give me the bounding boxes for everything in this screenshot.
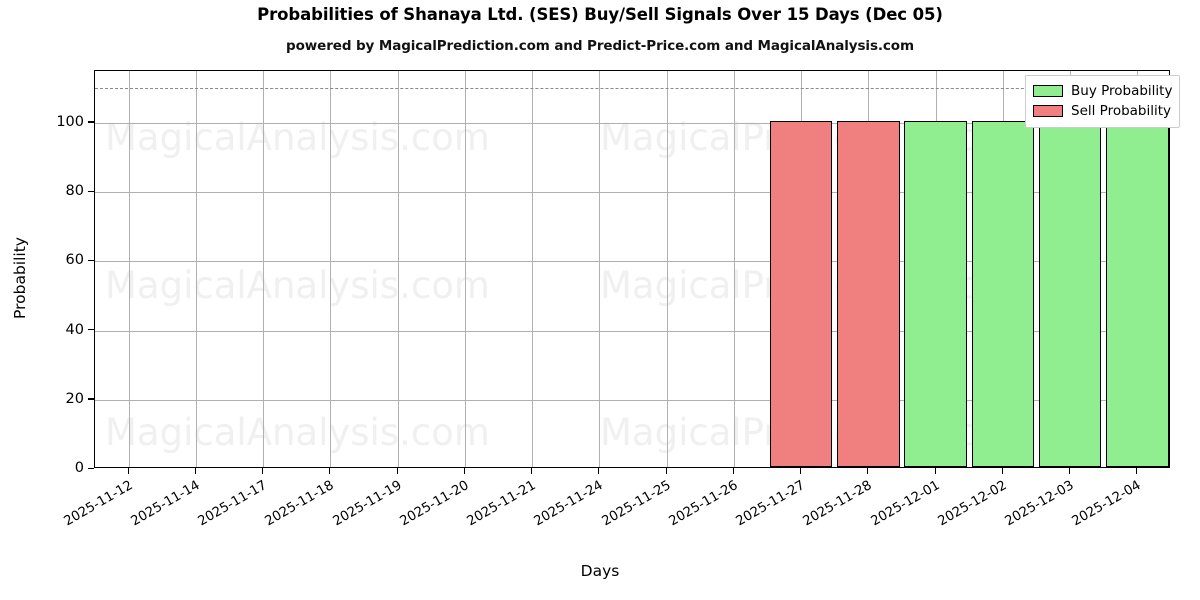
x-axis-tick-label: 2025-11-18 bbox=[263, 478, 337, 530]
chart-legend: Buy Probability Sell Probability bbox=[1025, 75, 1181, 128]
gridline-vertical bbox=[129, 71, 130, 467]
x-axis-tick-mark bbox=[598, 468, 600, 474]
legend-item-sell[interactable]: Sell Probability bbox=[1033, 101, 1172, 121]
legend-label-sell: Sell Probability bbox=[1071, 103, 1172, 119]
bar[interactable] bbox=[971, 120, 1035, 467]
y-axis-tick-mark bbox=[88, 398, 94, 400]
x-axis-tick-label: 2025-11-19 bbox=[330, 478, 405, 530]
bar[interactable] bbox=[1106, 120, 1169, 467]
y-axis-label: Probability bbox=[11, 237, 29, 319]
legend-item-buy[interactable]: Buy Probability bbox=[1033, 81, 1172, 101]
bar[interactable] bbox=[1038, 120, 1102, 467]
gridline-vertical bbox=[263, 71, 264, 467]
x-axis-tick-label: 2025-12-02 bbox=[935, 478, 1010, 530]
y-axis-tick-label: 0 bbox=[74, 460, 84, 476]
bar[interactable] bbox=[837, 120, 900, 467]
y-axis-tick-mark bbox=[88, 329, 94, 331]
x-axis-tick-label: 2025-11-12 bbox=[61, 478, 136, 530]
x-axis-tick-mark bbox=[397, 468, 399, 474]
x-axis-tick-label: 2025-11-25 bbox=[599, 478, 674, 530]
x-axis-tick-label: 2025-11-24 bbox=[532, 478, 606, 530]
gridline-vertical bbox=[599, 71, 600, 467]
y-axis-tick-label: 60 bbox=[65, 252, 84, 269]
x-axis-tick-label: 2025-11-17 bbox=[195, 478, 270, 530]
x-axis-tick-mark bbox=[733, 468, 735, 474]
legend-swatch-buy-icon bbox=[1033, 85, 1063, 97]
y-axis-tick-mark bbox=[88, 121, 94, 123]
x-axis-tick-mark bbox=[800, 468, 802, 474]
x-axis-tick-mark bbox=[1136, 468, 1138, 474]
bar[interactable] bbox=[769, 120, 833, 467]
x-axis-tick-label: 2025-11-20 bbox=[397, 478, 472, 530]
gridline-vertical bbox=[398, 71, 399, 467]
x-axis-tick-label: 2025-11-21 bbox=[464, 478, 539, 530]
x-axis-tick-mark bbox=[1069, 468, 1071, 474]
gridline-vertical bbox=[330, 71, 331, 467]
gridline-horizontal bbox=[95, 399, 1169, 401]
watermark-text: MagicalAnalysis.com bbox=[105, 411, 490, 454]
x-axis-tick-label: 2025-11-26 bbox=[666, 478, 741, 530]
x-axis-tick-mark bbox=[329, 468, 331, 474]
x-axis-tick-label: 2025-12-01 bbox=[868, 478, 943, 530]
x-axis-tick-label: 2025-12-04 bbox=[1070, 478, 1144, 530]
x-axis-label: Days bbox=[580, 562, 620, 580]
chart-subtitle: powered by MagicalPrediction.com and Pre… bbox=[286, 38, 914, 54]
legend-label-buy: Buy Probability bbox=[1071, 83, 1173, 99]
x-axis-tick-label: 2025-11-14 bbox=[128, 478, 203, 530]
gridline-horizontal bbox=[95, 122, 1169, 124]
x-axis-tick-mark bbox=[128, 468, 130, 474]
x-axis-tick-mark bbox=[262, 468, 264, 474]
y-axis-tick-mark bbox=[88, 190, 94, 192]
x-axis-tick-label: 2025-12-03 bbox=[1002, 478, 1077, 530]
x-axis-tick-mark bbox=[531, 468, 533, 474]
x-axis-tick-label: 2025-11-27 bbox=[733, 478, 808, 530]
gridline-horizontal bbox=[95, 192, 1169, 194]
gridline-vertical bbox=[667, 71, 668, 467]
y-axis-tick-mark bbox=[88, 259, 94, 262]
y-axis-tick-label: 80 bbox=[65, 183, 84, 200]
x-axis-tick-mark bbox=[1002, 468, 1004, 474]
y-axis-tick-label: 20 bbox=[65, 390, 84, 407]
x-axis-tick-label: 2025-11-28 bbox=[801, 478, 875, 530]
x-axis-tick-mark bbox=[935, 468, 937, 474]
x-axis-tick-mark bbox=[195, 468, 197, 474]
gridline-vertical bbox=[196, 71, 197, 467]
gridline-horizontal bbox=[95, 330, 1169, 332]
x-axis-tick-mark bbox=[867, 468, 869, 474]
gridline-vertical bbox=[532, 71, 533, 467]
reference-line bbox=[95, 88, 1169, 90]
y-axis-tick-label: 40 bbox=[65, 321, 84, 338]
gridline-vertical bbox=[734, 71, 735, 467]
x-axis-tick-mark bbox=[666, 468, 668, 474]
gridline-vertical bbox=[465, 71, 466, 467]
chart-title: Probabilities of Shanaya Ltd. (SES) Buy/… bbox=[257, 5, 943, 24]
y-axis-tick-label: 100 bbox=[56, 113, 84, 130]
y-axis-tick-mark bbox=[88, 467, 94, 469]
watermark-text: MagicalAnalysis.com bbox=[105, 264, 490, 307]
gridline-horizontal bbox=[95, 261, 1169, 263]
x-axis-tick-mark bbox=[464, 468, 466, 474]
legend-swatch-sell-icon bbox=[1033, 105, 1063, 117]
bar[interactable] bbox=[904, 120, 967, 467]
plot-area: MagicalAnalysis.comMagicalPrediction.com… bbox=[94, 70, 1170, 468]
